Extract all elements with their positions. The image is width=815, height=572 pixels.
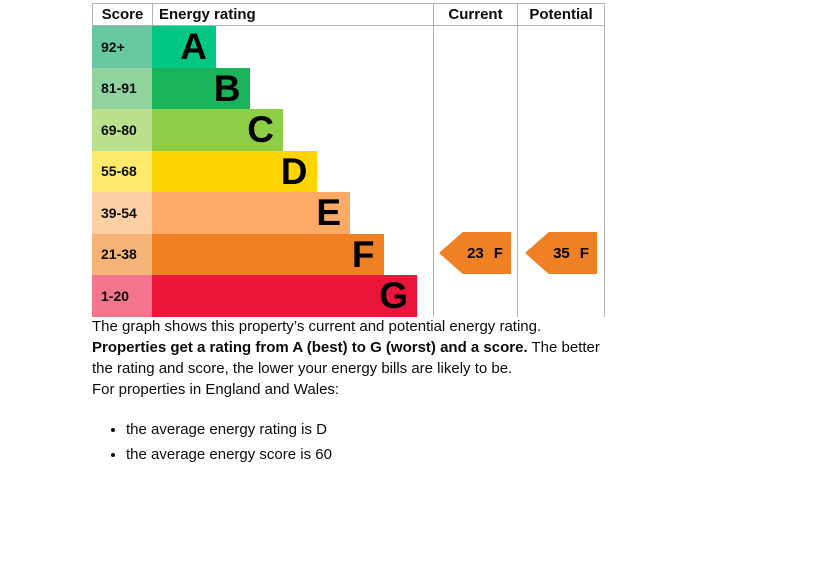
band-row-c: 69-80 C <box>92 109 433 151</box>
band-row-e: 39-54 E <box>92 192 433 234</box>
band-bar-g: G <box>152 275 417 317</box>
band-bar-c: C <box>152 109 283 151</box>
score-range-g: 1-20 <box>92 275 152 317</box>
score-range-d: 55-68 <box>92 150 152 192</box>
score-range-b: 81-91 <box>92 67 152 109</box>
energy-rating-column-header: Energy rating <box>152 4 433 25</box>
potential-score-value: 35 <box>553 244 570 262</box>
current-column-header: Current <box>433 4 517 25</box>
explanatory-text: The graph shows this property’s current … <box>92 316 652 469</box>
graph-description: The graph shows this property’s current … <box>92 318 542 335</box>
band-bar-d: D <box>152 150 317 192</box>
current-column: 23 F <box>433 26 517 317</box>
band-bar-f: F <box>152 233 384 275</box>
epc-header-row: Score Energy rating Current Potential <box>92 3 605 26</box>
score-range-f: 21-38 <box>92 233 152 275</box>
band-row-f: 21-38 F <box>92 233 433 275</box>
potential-rating-arrow: 35 F <box>525 232 597 274</box>
average-score-item: the average energy score is 60 <box>126 444 652 465</box>
region-line: For properties in England and Wales: <box>92 381 340 398</box>
score-range-a: 92+ <box>92 26 152 68</box>
band-bar-b: B <box>152 67 250 109</box>
current-band-letter: F <box>493 244 503 262</box>
average-stats-list: the average energy rating is D the avera… <box>92 419 652 465</box>
rating-bands: 92+ A 81-91 B 69-80 C 55-68 D 39-54 E 21-38 F 1-20 G <box>92 26 433 317</box>
epc-rating-graph: Score Energy rating Current Potential 92… <box>92 3 605 317</box>
band-row-a: 92+ A <box>92 26 433 68</box>
potential-band-letter: F <box>579 244 589 262</box>
score-range-c: 69-80 <box>92 109 152 151</box>
epc-body: 92+ A 81-91 B 69-80 C 55-68 D 39-54 E 21-38 F 1-20 G … <box>92 26 605 317</box>
average-rating-item: the average energy rating is D <box>126 419 652 440</box>
band-row-b: 81-91 B <box>92 67 433 109</box>
rating-rule-bold: Properties get a rating from A (best) to… <box>92 339 528 356</box>
current-rating-arrow: 23 F <box>439 232 511 274</box>
rating-rule-rest: The better the rating and score, the low… <box>92 339 600 377</box>
potential-column: 35 F <box>517 26 605 317</box>
score-range-e: 39-54 <box>92 192 152 234</box>
band-bar-e: E <box>152 192 350 234</box>
score-column-header: Score <box>92 4 152 25</box>
current-score-value: 23 <box>467 244 484 262</box>
potential-column-header: Potential <box>517 4 605 25</box>
band-row-d: 55-68 D <box>92 150 433 192</box>
band-row-g: 1-20 G <box>92 275 433 317</box>
band-bar-a: A <box>152 26 216 68</box>
rating-rule: Properties get a rating from A (best) to… <box>92 337 620 379</box>
